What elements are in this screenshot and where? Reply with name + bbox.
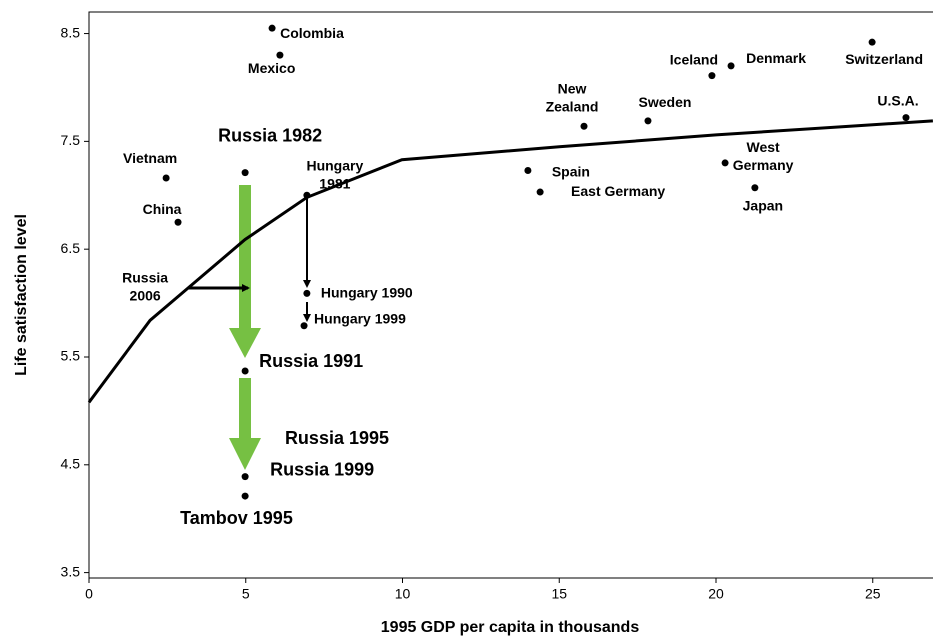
- point-label-line: Sweden: [639, 94, 692, 110]
- point: [727, 62, 735, 70]
- point-label-line: Iceland: [670, 51, 718, 67]
- point-label: Hungary 1981: [306, 157, 363, 191]
- point: [721, 159, 729, 167]
- point: [241, 169, 249, 177]
- point: [241, 367, 249, 375]
- point: [303, 191, 311, 199]
- point: [241, 492, 249, 500]
- point-label: Mexico: [248, 60, 295, 76]
- fit-curve: [87, 119, 933, 404]
- y-tick-label: 3.5: [61, 563, 81, 579]
- y-tick-label: 8.5: [61, 24, 81, 40]
- point-label: U.S.A.: [877, 92, 918, 108]
- point-label-line: 1981: [319, 175, 350, 191]
- point-label: Sweden: [639, 94, 692, 110]
- point-label-line: Denmark: [746, 50, 806, 66]
- point-label-line: Switzerland: [845, 51, 923, 67]
- annotation: Russia 2006: [122, 269, 168, 303]
- point-label: Japan: [743, 197, 783, 213]
- point-label-line: Colombia: [280, 25, 344, 41]
- y-tick-label: 4.5: [61, 456, 81, 472]
- point-label: East Germany: [571, 183, 665, 199]
- green-arrow-head: [229, 438, 261, 470]
- arrows: [188, 185, 311, 470]
- point-label-line: Tambov 1995: [180, 508, 293, 528]
- annotation: Russia 1995: [285, 428, 389, 448]
- point-label-line: Japan: [743, 197, 783, 213]
- y-tick-label: 6.5: [61, 240, 81, 256]
- point: [644, 117, 652, 125]
- green-arrow-head: [229, 328, 261, 358]
- point: [241, 473, 249, 481]
- point: [276, 51, 284, 59]
- point-label-line: Zealand: [546, 98, 599, 114]
- x-tick-label: 0: [85, 586, 93, 602]
- point-label: Russia 1999: [270, 459, 374, 479]
- y-axis-label: Life satisfaction level: [13, 214, 30, 376]
- point: [868, 38, 876, 46]
- x-tick-label: 10: [395, 586, 411, 602]
- x-axis-label: 1995 GDP per capita in thousands: [381, 619, 640, 636]
- point: [268, 24, 276, 32]
- point-label: Colombia: [280, 25, 344, 41]
- point-label: China: [143, 201, 182, 217]
- point-label: Tambov 1995: [180, 508, 293, 528]
- point-label-line: East Germany: [571, 183, 665, 199]
- y-tick-label: 7.5: [61, 132, 81, 148]
- point-label-line: Spain: [552, 163, 590, 179]
- point-label: Vietnam: [123, 150, 177, 166]
- point: [580, 122, 588, 130]
- point: [174, 218, 182, 226]
- annotation-line: Russia 1995: [285, 428, 389, 448]
- point-label-line: China: [143, 201, 182, 217]
- point-label-line: West: [746, 139, 780, 155]
- point: [162, 174, 170, 182]
- point-label-line: Hungary 1990: [321, 284, 413, 300]
- point: [536, 188, 544, 196]
- point-label-line: Mexico: [248, 60, 295, 76]
- green-arrow: [239, 185, 251, 330]
- point-label: New Zealand: [546, 80, 599, 114]
- point: [300, 322, 308, 330]
- point-label: Russia 1982: [218, 125, 322, 145]
- x-tick-label: 15: [551, 586, 567, 602]
- point: [751, 184, 759, 192]
- point: [902, 114, 910, 122]
- point-label: Spain: [552, 163, 590, 179]
- point-label: Hungary 1990: [321, 284, 413, 300]
- point-label-line: Russia 1991: [259, 351, 363, 371]
- x-tick-label: 20: [708, 586, 724, 602]
- point-label: Denmark: [746, 50, 806, 66]
- point: [708, 72, 716, 80]
- green-arrow: [239, 378, 251, 440]
- point: [524, 166, 532, 174]
- x-tick-label: 25: [865, 586, 881, 602]
- point-label-line: Vietnam: [123, 150, 177, 166]
- y-tick-label: 5.5: [61, 348, 81, 364]
- point-label: Hungary 1999: [314, 310, 406, 326]
- point-label-line: Hungary 1999: [314, 310, 406, 326]
- point-label-line: Russia 1999: [270, 459, 374, 479]
- point-label: Switzerland: [845, 51, 923, 67]
- point-label: Russia 1991: [259, 351, 363, 371]
- point-label-line: Germany: [733, 157, 794, 173]
- plot-frame: [88, 11, 933, 579]
- annotation-line: 2006: [130, 287, 161, 303]
- annotation-line: Russia: [122, 269, 168, 285]
- x-tick-label: 5: [242, 586, 250, 602]
- point-label-line: U.S.A.: [877, 92, 918, 108]
- point-label-line: New: [558, 80, 587, 96]
- point-label-line: Russia 1982: [218, 125, 322, 145]
- point-label: Iceland: [670, 51, 718, 67]
- point-label-line: Hungary: [306, 157, 363, 173]
- point-label: West Germany: [733, 139, 794, 173]
- point: [303, 289, 311, 297]
